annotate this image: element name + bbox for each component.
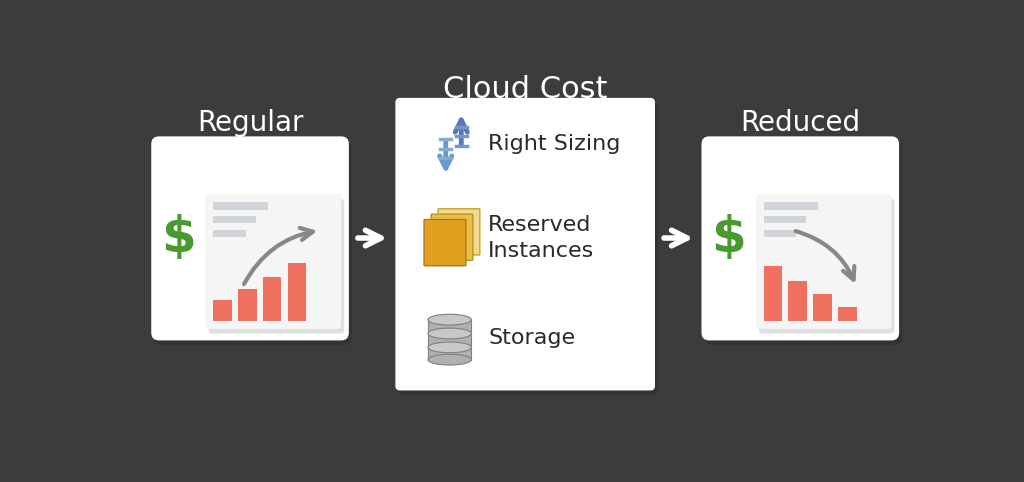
FancyBboxPatch shape xyxy=(438,209,480,255)
Bar xyxy=(213,202,267,210)
Ellipse shape xyxy=(428,328,471,339)
Bar xyxy=(764,202,818,210)
Bar xyxy=(213,300,231,321)
FancyBboxPatch shape xyxy=(206,194,341,329)
Bar xyxy=(263,277,282,321)
Text: $: $ xyxy=(712,214,746,262)
FancyBboxPatch shape xyxy=(398,103,658,395)
Bar xyxy=(764,215,806,223)
Bar xyxy=(213,215,256,223)
Text: Reduced
Cloud Bill: Reduced Cloud Bill xyxy=(735,109,866,172)
Bar xyxy=(428,334,471,346)
Text: Reserved
Instances: Reserved Instances xyxy=(488,215,595,261)
Text: Right Sizing: Right Sizing xyxy=(488,134,621,154)
FancyBboxPatch shape xyxy=(395,98,655,390)
FancyBboxPatch shape xyxy=(701,136,899,340)
Bar xyxy=(813,294,831,321)
FancyBboxPatch shape xyxy=(424,219,466,266)
FancyBboxPatch shape xyxy=(209,199,344,334)
FancyBboxPatch shape xyxy=(155,141,352,345)
Ellipse shape xyxy=(428,314,471,325)
Bar xyxy=(788,281,807,321)
FancyBboxPatch shape xyxy=(431,214,473,260)
Bar xyxy=(764,266,782,321)
FancyBboxPatch shape xyxy=(759,199,895,334)
Bar xyxy=(428,320,471,332)
FancyBboxPatch shape xyxy=(152,136,349,340)
Bar xyxy=(764,229,796,237)
Bar xyxy=(838,308,856,321)
Text: Cloud Cost
Optimization: Cloud Cost Optimization xyxy=(427,75,623,141)
Ellipse shape xyxy=(428,342,471,353)
FancyBboxPatch shape xyxy=(756,194,891,329)
Bar xyxy=(238,289,257,321)
Ellipse shape xyxy=(428,354,471,365)
Text: $: $ xyxy=(161,214,196,262)
Text: Regular
Cloud Bill: Regular Cloud Bill xyxy=(185,109,315,172)
FancyBboxPatch shape xyxy=(705,141,902,345)
Bar xyxy=(213,229,246,237)
Bar xyxy=(288,264,306,321)
Text: Storage: Storage xyxy=(488,328,575,348)
Bar xyxy=(428,348,471,360)
